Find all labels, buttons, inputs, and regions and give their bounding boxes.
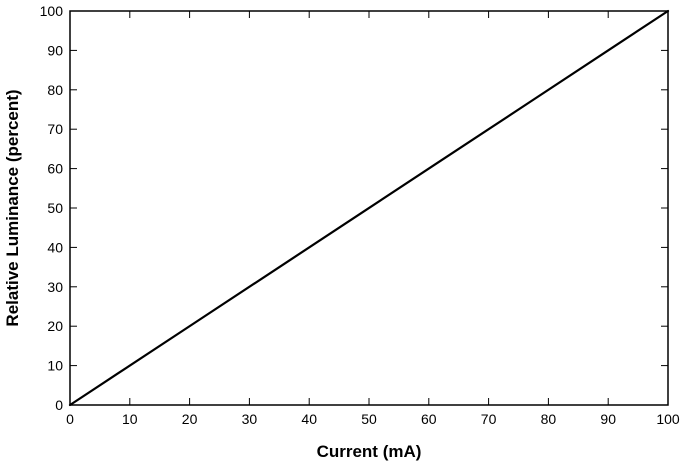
y-tick-label: 90 (47, 42, 63, 58)
x-tick-label: 60 (421, 411, 437, 427)
y-tick-label: 80 (47, 82, 63, 98)
x-tick-label: 30 (242, 411, 258, 427)
y-axis-title: Relative Luminance (percent) (3, 89, 22, 326)
y-axis-ticks (70, 10, 668, 406)
x-axis-tick-labels: 0 10 20 30 40 50 60 70 80 90 100 (66, 411, 680, 427)
y-axis-tick-labels: 0 10 20 30 40 50 60 70 80 90 100 (40, 3, 64, 413)
y-tick-label: 60 (47, 161, 63, 177)
x-axis-title: Current (mA) (317, 442, 422, 461)
plot-area (68, 9, 670, 407)
x-tick-label: 40 (301, 411, 317, 427)
y-tick-label: 70 (47, 121, 63, 137)
x-tick-label: 70 (481, 411, 497, 427)
x-tick-label: 50 (361, 411, 377, 427)
y-tick-label: 40 (47, 239, 63, 255)
y-tick-label: 0 (55, 397, 63, 413)
x-tick-label: 0 (66, 411, 74, 427)
y-tick-label: 50 (47, 200, 63, 216)
y-tick-label: 10 (47, 358, 63, 374)
series-layer (68, 9, 670, 407)
x-tick-label: 10 (122, 411, 138, 427)
y-tick-label: 100 (40, 3, 64, 19)
series-line (68, 9, 670, 407)
y-tick-label: 20 (47, 318, 63, 334)
x-tick-label: 90 (600, 411, 616, 427)
x-axis-ticks (69, 11, 669, 405)
x-tick-label: 20 (182, 411, 198, 427)
x-tick-label: 100 (656, 411, 680, 427)
x-tick-label: 80 (541, 411, 557, 427)
y-tick-label: 30 (47, 279, 63, 295)
